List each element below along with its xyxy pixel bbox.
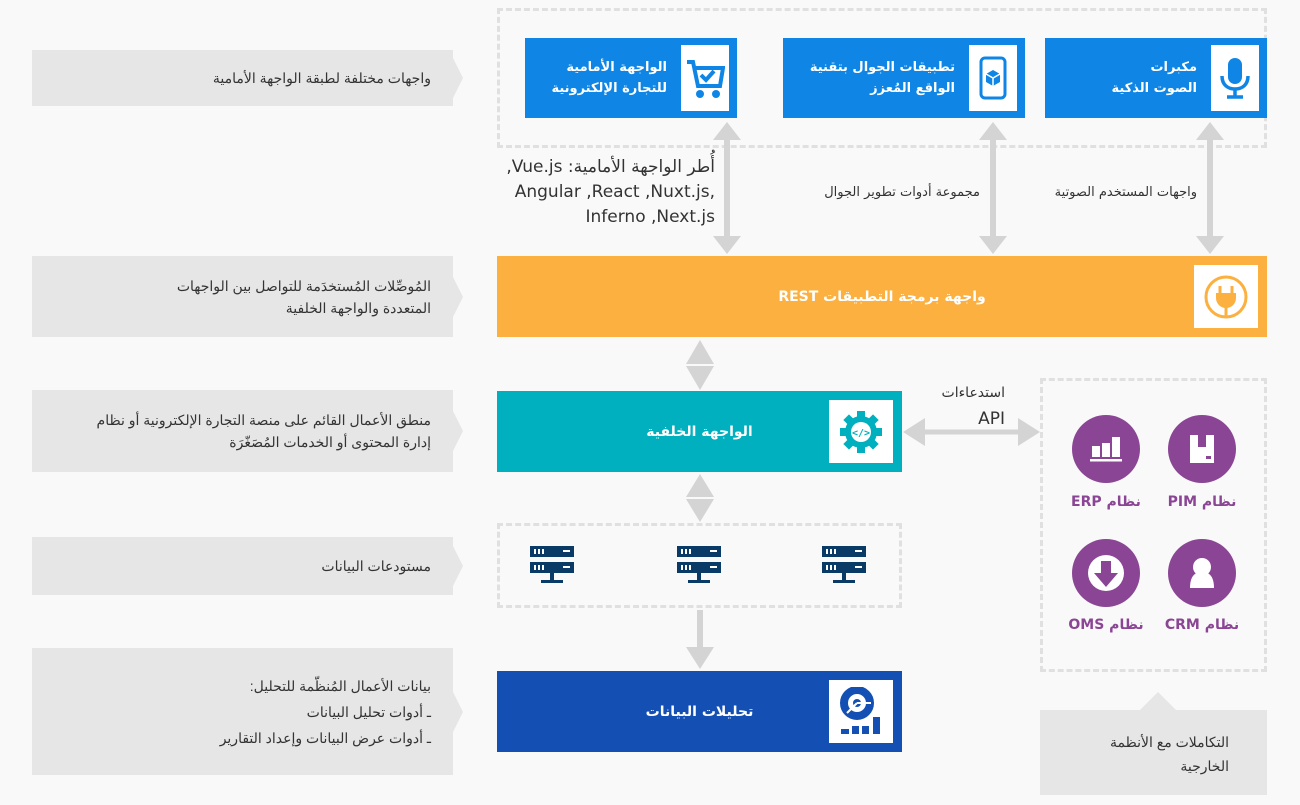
arrow-backend-data	[686, 474, 714, 522]
arrow-backend-systems	[903, 418, 1040, 446]
data-analytics-bar: تحليلات البيانات	[497, 671, 902, 752]
note-frontend-layer: واجهات مختلفة لطبقة الواجهة الأمامية	[32, 50, 463, 106]
note-text: الخارجية	[1180, 758, 1229, 774]
note-business-logic: منطق الأعمال القائم على منصة التجارة الإ…	[32, 390, 463, 472]
note-analytics: بيانات الأعمال المُنظّمة للتحليل: ـ أدوات…	[32, 648, 463, 775]
arrow-ecommerce-rest	[713, 122, 741, 254]
frameworks-line: أُطر الواجهة الأمامية: Vue.js,	[506, 157, 715, 177]
note-text: التكاملات مع الأنظمة	[1110, 734, 1229, 750]
note-data-stores: مستودعات البيانات	[32, 537, 463, 595]
server-icon	[822, 546, 866, 583]
arrow-mobile-rest	[979, 122, 1007, 254]
backend-label: الواجهة الخلفية	[646, 423, 753, 440]
shopping-cart-check-icon	[681, 45, 729, 111]
user-icon	[1168, 539, 1236, 607]
system-label-oms: نظام OMS	[1068, 617, 1144, 633]
system-label-crm: نظام CRM	[1164, 617, 1240, 633]
api-calls-line: API	[978, 409, 1005, 429]
voice-ui-label: واجهات المستخدم الصوتية	[1054, 185, 1197, 200]
note-text: المتعددة والواجهة الخلفية	[285, 299, 431, 316]
api-calls-label: استدعاءات API	[942, 380, 1005, 432]
tile-label: الواجهة الأمامية	[566, 60, 667, 75]
plug-icon	[1194, 265, 1258, 328]
gear-code-icon: </>	[829, 400, 893, 463]
note-text: مستودعات البيانات	[321, 558, 431, 574]
external-systems-group	[1040, 378, 1267, 672]
note-text: المُوصِّلات المُستخدَمة للتواصل بين الوا…	[176, 277, 431, 294]
tile-label: للتجارة الإلكترونية	[551, 81, 667, 96]
mobile-ar-icon	[969, 45, 1017, 111]
mobile-sdk-label: مجموعة أدوات تطوير الجوال	[824, 185, 980, 200]
data-stores-group	[497, 523, 902, 608]
svg-text:</>: </>	[852, 428, 870, 439]
system-label-erp: نظام ERP	[1071, 494, 1141, 510]
box-icon	[1168, 415, 1236, 483]
callout-pointer	[1140, 692, 1176, 710]
server-icon	[677, 546, 721, 583]
server-icon	[530, 546, 574, 583]
note-integrations: التكاملات مع الأنظمة الخارجية	[1040, 692, 1267, 795]
note-text: واجهات مختلفة لطبقة الواجهة الأمامية	[212, 70, 431, 86]
data-analytics-label: تحليلات البيانات	[645, 703, 754, 720]
backend-bar: الواجهة الخلفية </>	[497, 391, 902, 472]
microphone-icon	[1211, 45, 1259, 111]
api-calls-line: استدعاءات	[941, 385, 1005, 401]
rest-api-label: واجهة برمجة التطبيقات REST	[778, 288, 986, 305]
servers	[530, 546, 866, 583]
frontend-smart-speakers: مكبرات الصوت الذكية	[1045, 38, 1267, 118]
arrow-rest-backend	[686, 340, 714, 390]
frontend-mobile-ar: تطبيقات الجوال بتقنية الواقع المُعزز	[783, 38, 1025, 118]
note-text: منطق الأعمال القائم على منصة التجارة الإ…	[96, 412, 431, 428]
frameworks-label: أُطر الواجهة الأمامية: Vue.js, Angular ,…	[506, 155, 715, 230]
tile-label: مكبرات	[1150, 60, 1197, 75]
note-connectors: المُوصِّلات المُستخدَمة للتواصل بين الوا…	[32, 256, 463, 337]
rest-api-bar: واجهة برمجة التطبيقات REST	[497, 256, 1267, 337]
note-text: بيانات الأعمال المُنظّمة للتحليل:	[249, 677, 431, 694]
frameworks-line: Angular ,React ,Nuxt.js,	[514, 182, 715, 202]
arrow-data-analytics	[686, 610, 714, 669]
note-text: إدارة المحتوى أو الخدمات المُصَغّرَة	[229, 434, 431, 450]
chart-dashboard-icon	[829, 680, 893, 743]
note-text: ـ أدوات تحليل البيانات	[306, 703, 431, 720]
note-text: ـ أدوات عرض البيانات وإعداد التقارير	[219, 729, 431, 746]
tile-label: الواقع المُعزز	[870, 81, 955, 96]
frontend-ecommerce: الواجهة الأمامية للتجارة الإلكترونية	[525, 38, 737, 118]
frameworks-line: Inferno ,Next.js	[585, 207, 716, 227]
system-label-pim: نظام PIM	[1167, 494, 1237, 510]
tile-label: الصوت الذكية	[1111, 81, 1197, 96]
bar-chart-icon	[1072, 415, 1140, 483]
arrow-voice-rest	[1196, 122, 1224, 254]
download-arrow-icon	[1072, 539, 1140, 607]
tile-label: تطبيقات الجوال بتقنية	[809, 60, 955, 75]
